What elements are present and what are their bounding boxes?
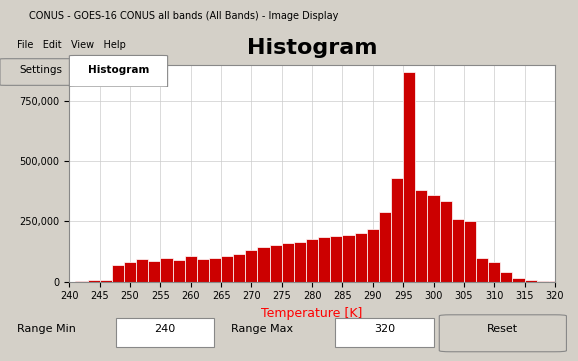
Bar xyxy=(233,254,245,282)
Bar xyxy=(124,262,136,282)
Bar xyxy=(185,256,197,282)
Bar xyxy=(281,243,294,282)
Bar xyxy=(318,237,330,282)
Bar xyxy=(476,257,488,282)
Text: File   Edit   View   Help: File Edit View Help xyxy=(17,40,126,50)
Text: 240: 240 xyxy=(154,324,175,334)
Text: Range Max: Range Max xyxy=(231,324,293,334)
Text: Range Min: Range Min xyxy=(17,324,76,334)
Bar xyxy=(366,229,379,282)
Bar xyxy=(269,245,281,282)
Title: Histogram: Histogram xyxy=(247,38,377,58)
Bar xyxy=(342,235,354,282)
Bar xyxy=(294,242,306,282)
Bar xyxy=(524,280,536,282)
Bar xyxy=(148,261,160,282)
Bar xyxy=(306,239,318,282)
Bar xyxy=(197,259,209,282)
FancyBboxPatch shape xyxy=(69,56,168,87)
Text: 320: 320 xyxy=(374,324,395,334)
Bar xyxy=(403,72,415,282)
X-axis label: Temperature [K]: Temperature [K] xyxy=(261,307,363,320)
Bar xyxy=(451,219,464,282)
Text: Reset: Reset xyxy=(487,324,518,334)
FancyBboxPatch shape xyxy=(0,59,81,85)
Bar xyxy=(172,260,184,282)
Bar xyxy=(391,178,403,282)
Bar xyxy=(536,281,549,282)
Bar xyxy=(75,281,87,282)
Text: CONUS - GOES-16 CONUS all bands (All Bands) - Image Display: CONUS - GOES-16 CONUS all bands (All Ban… xyxy=(29,11,338,21)
Bar xyxy=(258,247,269,282)
FancyBboxPatch shape xyxy=(439,315,566,352)
Bar xyxy=(464,221,476,282)
Bar xyxy=(501,272,513,282)
Bar xyxy=(99,280,112,282)
Bar xyxy=(221,256,234,282)
Bar xyxy=(88,280,100,282)
Bar xyxy=(136,259,148,282)
Bar xyxy=(331,236,342,282)
Bar xyxy=(415,190,427,282)
Bar xyxy=(209,257,221,282)
Bar xyxy=(488,262,500,282)
Bar xyxy=(354,234,366,282)
FancyBboxPatch shape xyxy=(335,318,434,347)
Bar xyxy=(512,278,525,282)
FancyBboxPatch shape xyxy=(116,318,214,347)
Bar xyxy=(112,265,124,282)
Bar xyxy=(379,212,391,282)
Bar xyxy=(439,201,451,282)
Bar xyxy=(428,195,440,282)
Bar xyxy=(160,257,172,282)
Text: Settings: Settings xyxy=(19,65,62,75)
Text: Histogram: Histogram xyxy=(88,65,149,75)
Bar xyxy=(245,250,257,282)
